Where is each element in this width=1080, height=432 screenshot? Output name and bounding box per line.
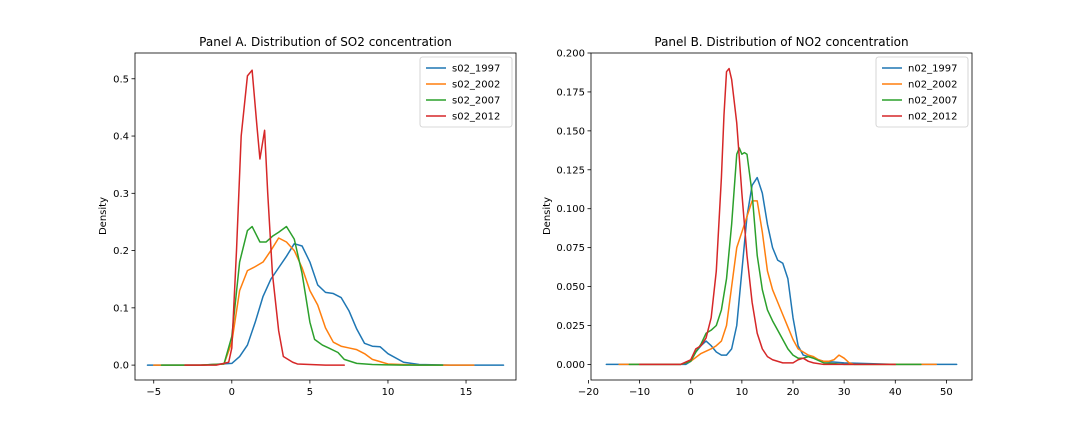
panel-b: Panel B. Distribution of NO2 concentrati… [542, 35, 973, 398]
panel-a-x-tick-label: 10 [382, 387, 395, 398]
panel-a-y-tick-label: 0.0 [113, 361, 129, 372]
panel-a-series-line-s02_2007 [160, 225, 444, 366]
panel-a-series-line-s02_2012 [184, 69, 345, 366]
panel-b-y-tick-label: 0.025 [556, 321, 585, 332]
panel-b-legend-label: n02_2007 [908, 96, 958, 107]
panel-b-x-tick-label: 0 [688, 387, 694, 398]
panel-a-x-tick-label: 5 [307, 387, 313, 398]
panel-b-title: Panel B. Distribution of NO2 concentrati… [654, 35, 908, 49]
panel-b-y-tick-label: 0.200 [556, 49, 585, 60]
panel-b-legend-box [875, 56, 969, 128]
panel-b-y-tick-label: 0.100 [556, 204, 585, 215]
panel-b-x-tick-label: 50 [940, 387, 953, 398]
panel-b-y-tick-label: 0.150 [556, 126, 585, 137]
panel-a-x-tick-label: 0 [229, 387, 235, 398]
panel-b-x-tick-label: 20 [787, 387, 800, 398]
panel-a-legend-label: s02_2002 [452, 80, 500, 91]
panel-b-y-tick-label: 0.175 [556, 87, 585, 98]
panel-b-x-tick-label: 30 [838, 387, 851, 398]
panel-a-x-ticks: −5 0 5 10 15 [146, 380, 472, 398]
panel-a-y-tick-label: 0.2 [113, 246, 129, 257]
panel-b-x-tick-label: 10 [735, 387, 748, 398]
panel-b-x-tick-label: −20 [578, 387, 599, 398]
panel-a-y-tick-label: 0.3 [113, 189, 129, 200]
panel-b-series-lines [605, 67, 958, 366]
panel-b-plot-frame [590, 52, 973, 381]
panel-a-series-line-s02_2002 [152, 237, 475, 366]
panel-b-x-tick-label: 40 [889, 387, 902, 398]
panel-a-y-tick-label: 0.5 [113, 74, 129, 85]
panel-a-y-tick-label: 0.1 [113, 303, 129, 314]
panel-a-series-lines [146, 69, 505, 366]
panel-b-series-line-n02_2012 [638, 67, 897, 366]
panel-a-title: Panel A. Distribution of SO2 concentrati… [199, 35, 452, 49]
panel-b-x-tick-label: −10 [629, 387, 650, 398]
panel-a-x-tick-label: 15 [460, 387, 473, 398]
panel-a: Panel A. Distribution of SO2 concentrati… [98, 35, 517, 398]
panel-b-y-axis-label: Density [542, 197, 553, 235]
panel-a-series-line-s02_1997 [146, 242, 505, 366]
panel-a-x-tick-label: −5 [146, 387, 161, 398]
panel-a-y-ticks: 0.0 0.1 0.2 0.3 0.4 0.5 [113, 74, 135, 372]
panel-b-x-ticks: −20 −10 0 10 20 30 40 50 [578, 380, 953, 398]
panel-b-legend-label: n02_1997 [908, 64, 958, 75]
panel-b-y-tick-label: 0.075 [556, 243, 585, 254]
panel-b-y-ticks: 0.000 0.025 0.050 0.075 0.100 0.125 0.150 0.175… [556, 49, 591, 371]
panel-b-y-tick-label: 0.050 [556, 282, 585, 293]
panel-a-y-tick-label: 0.4 [113, 132, 129, 143]
panel-a-plot-frame [134, 52, 517, 381]
panel-a-legend-label: s02_1997 [452, 64, 500, 75]
panel-a-legend-box [419, 56, 513, 128]
panel-b-legend-label: n02_2012 [908, 112, 958, 123]
panel-b-series-line-n02_2002 [618, 200, 937, 366]
panel-b-legend: n02_1997 n02_2002 n02_2007 n02_2012 [875, 56, 969, 128]
panel-a-y-axis-label: Density [98, 197, 109, 235]
panel-b-legend-label: n02_2002 [908, 80, 958, 91]
panel-a-legend-label: s02_2007 [452, 96, 500, 107]
panel-b-y-tick-label: 0.125 [556, 165, 585, 176]
panel-b-y-tick-label: 0.000 [556, 360, 585, 371]
panel-a-legend-label: s02_2012 [452, 112, 500, 123]
panel-a-legend: s02_1997 s02_2002 s02_2007 s02_2012 [419, 56, 513, 128]
